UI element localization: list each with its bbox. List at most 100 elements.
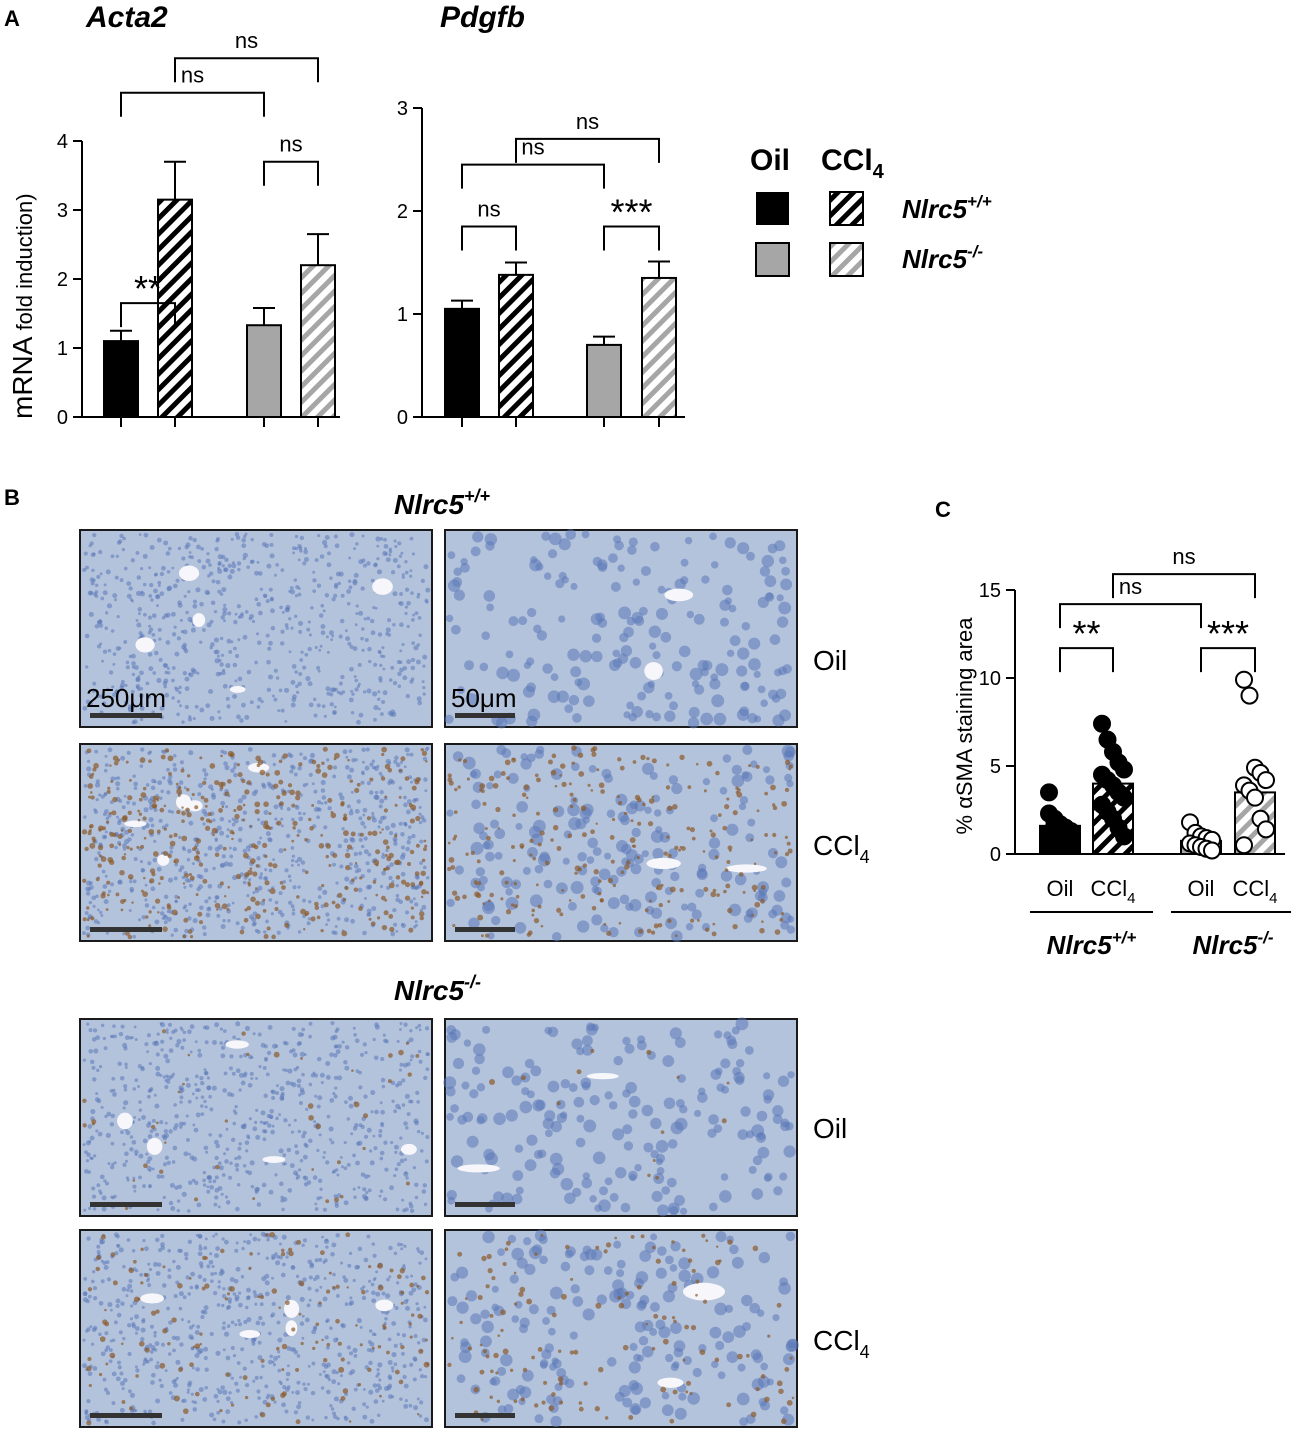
nucleus-mark	[756, 1110, 768, 1122]
nucleus-mark	[586, 856, 595, 864]
nucleus-mark	[134, 1078, 139, 1083]
stain-mark	[219, 1409, 223, 1413]
nucleus-mark	[195, 587, 201, 593]
stain-mark	[194, 805, 199, 810]
nucleus-mark	[346, 601, 351, 606]
nucleus-mark	[450, 1272, 460, 1282]
nucleus-mark	[142, 1358, 148, 1364]
nucleus-mark	[456, 1301, 469, 1314]
nucleus-mark	[155, 1065, 161, 1071]
nucleus-mark	[302, 756, 308, 761]
nucleus-mark	[534, 1414, 544, 1424]
stain-mark	[388, 882, 395, 889]
nucleus-mark	[757, 1146, 770, 1159]
nucleus-mark	[194, 1285, 199, 1290]
stain-mark	[109, 764, 112, 767]
nucleus-mark	[447, 579, 461, 592]
stain-mark	[618, 801, 623, 805]
stain-mark	[178, 1367, 183, 1373]
nucleus-mark	[330, 1407, 335, 1411]
nucleus-mark	[174, 862, 179, 867]
nucleus-mark	[655, 1140, 669, 1153]
nucleus-mark	[412, 1377, 417, 1382]
nucleus-mark	[211, 1085, 217, 1091]
nucleus-mark	[212, 1234, 216, 1238]
micrograph-panel	[443, 1017, 798, 1217]
stain-mark	[651, 1346, 656, 1351]
nucleus-mark	[464, 660, 475, 671]
stain-mark	[351, 1069, 354, 1073]
nucleus-mark	[234, 1104, 238, 1109]
nucleus-mark	[335, 1049, 341, 1055]
nucleus-mark	[126, 1288, 130, 1292]
stain-mark	[342, 897, 347, 902]
nucleus-mark	[214, 1232, 218, 1236]
nucleus-mark	[283, 1118, 288, 1123]
nucleus-mark	[208, 784, 214, 790]
nucleus-mark	[257, 1238, 261, 1242]
stain-mark	[109, 1352, 116, 1359]
nucleus-mark	[451, 624, 461, 635]
nucleus-mark	[111, 1338, 116, 1342]
stain-mark	[249, 825, 253, 828]
nucleus-mark	[320, 904, 325, 909]
nucleus-mark	[409, 1362, 414, 1367]
nucleus-mark	[753, 670, 761, 679]
nucleus-mark	[88, 611, 94, 617]
nucleus-mark	[166, 1306, 170, 1311]
nucleus-mark	[216, 536, 221, 542]
nucleus-mark	[214, 546, 219, 552]
nucleus-mark	[195, 1367, 200, 1372]
nucleus-mark	[687, 1392, 700, 1405]
nucleus-mark	[242, 634, 248, 640]
nucleus-mark	[640, 565, 651, 577]
asma-y-axis-label: % αSMA staining area	[952, 617, 977, 835]
nucleus-mark	[401, 1351, 405, 1356]
stain-mark	[482, 801, 487, 806]
nucleus-mark	[103, 583, 107, 587]
nucleus-mark	[189, 619, 194, 623]
nucleus-mark	[206, 1076, 211, 1080]
acta2-sig-label: ns	[235, 28, 258, 53]
nucleus-mark	[409, 1058, 413, 1062]
nucleus-mark	[691, 909, 702, 920]
nucleus-mark	[135, 683, 141, 689]
nucleus-mark	[133, 1025, 137, 1029]
nucleus-mark	[562, 857, 570, 865]
scale-bar	[90, 1202, 162, 1207]
nucleus-mark	[331, 634, 335, 638]
nucleus-mark	[202, 1178, 206, 1183]
stain-mark	[581, 832, 587, 838]
stain-mark	[149, 868, 156, 874]
stain-mark	[426, 1362, 430, 1366]
nucleus-mark	[298, 816, 304, 822]
stain-mark	[632, 844, 637, 849]
nucleus-mark	[97, 921, 101, 925]
nucleus-mark	[214, 658, 220, 664]
nucleus-mark	[480, 1335, 492, 1348]
stain-mark	[389, 926, 395, 933]
nucleus-mark	[83, 815, 87, 819]
nucleus-mark	[286, 1147, 292, 1153]
stain-mark	[82, 1098, 87, 1104]
nucleus-mark	[236, 1155, 242, 1160]
nucleus-mark	[104, 611, 109, 615]
stain-mark	[394, 1369, 400, 1375]
nucleus-mark	[634, 1278, 645, 1289]
stain-mark	[368, 1264, 372, 1269]
stain-mark	[81, 829, 88, 835]
nucleus-mark	[255, 632, 260, 636]
nucleus-mark	[330, 1140, 335, 1145]
nucleus-mark	[317, 534, 321, 538]
nucleus-mark	[324, 1335, 329, 1340]
nucleus-mark	[393, 759, 398, 764]
nucleus-mark	[112, 662, 116, 666]
nucleus-mark	[104, 1114, 108, 1118]
nucleus-mark	[290, 1265, 296, 1271]
nucleus-mark	[287, 900, 293, 905]
asma-x-tick-label: CCl4	[1090, 876, 1135, 907]
nucleus-mark	[279, 1095, 285, 1101]
nucleus-mark	[382, 550, 388, 556]
stain-mark	[479, 1343, 483, 1347]
stain-mark	[185, 807, 190, 813]
